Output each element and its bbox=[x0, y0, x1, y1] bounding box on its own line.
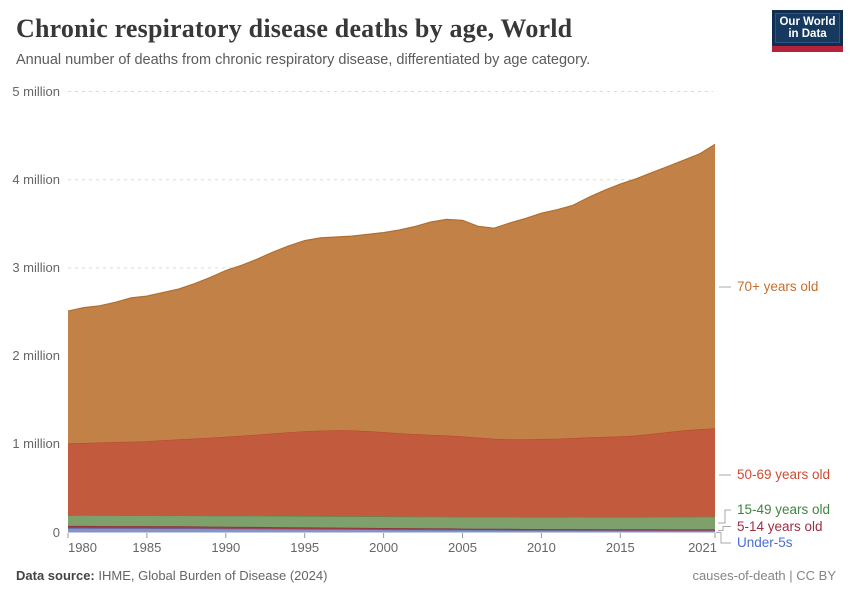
x-tick-label: 2010 bbox=[526, 540, 556, 555]
series-label-70-years-old[interactable]: 70+ years old bbox=[737, 279, 819, 294]
x-tick-label: 2000 bbox=[369, 540, 399, 555]
page-title: Chronic respiratory disease deaths by ag… bbox=[16, 14, 573, 43]
x-tick-label: 2021 bbox=[688, 540, 717, 555]
y-tick-label: 4 million bbox=[12, 171, 60, 187]
page-subtitle: Annual number of deaths from chronic res… bbox=[16, 52, 591, 68]
owid-logo-red-bar bbox=[772, 46, 843, 52]
axis-ticks bbox=[67, 533, 716, 538]
y-tick-label: 0 bbox=[52, 524, 60, 540]
y-tick-label: 1 million bbox=[12, 436, 60, 452]
y-tick-label: 5 million bbox=[12, 83, 60, 99]
y-tick-label: 2 million bbox=[12, 348, 60, 364]
label-connector-lines bbox=[716, 286, 731, 544]
credit-link[interactable]: causes-of-death | CC BY bbox=[692, 568, 836, 583]
series-label-under-5s[interactable]: Under-5s bbox=[737, 535, 793, 550]
owid-logo[interactable]: Our World in Data bbox=[772, 10, 843, 52]
data-source-note: Data source: IHME, Global Burden of Dise… bbox=[16, 568, 327, 583]
series-label-15-49-years-old[interactable]: 15-49 years old bbox=[737, 502, 831, 517]
x-tick-label: 1990 bbox=[211, 540, 241, 555]
x-tick-label: 2015 bbox=[605, 540, 635, 555]
x-tick-label: 1985 bbox=[132, 540, 162, 555]
series-label-50-69-years-old[interactable]: 50-69 years old bbox=[737, 467, 831, 482]
data-source-text: IHME, Global Burden of Disease (2024) bbox=[94, 568, 328, 583]
data-source-label: Data source: bbox=[16, 568, 95, 583]
y-tick-label: 3 million bbox=[12, 259, 60, 275]
x-tick-label: 1995 bbox=[290, 540, 320, 555]
owid-logo-text: Our World in Data bbox=[775, 13, 840, 43]
x-tick-label: 2005 bbox=[448, 540, 477, 555]
series-label-5-14-years-old[interactable]: 5-14 years old bbox=[737, 518, 823, 534]
area-layers bbox=[67, 143, 716, 533]
x-tick-label: 1980 bbox=[68, 540, 97, 555]
